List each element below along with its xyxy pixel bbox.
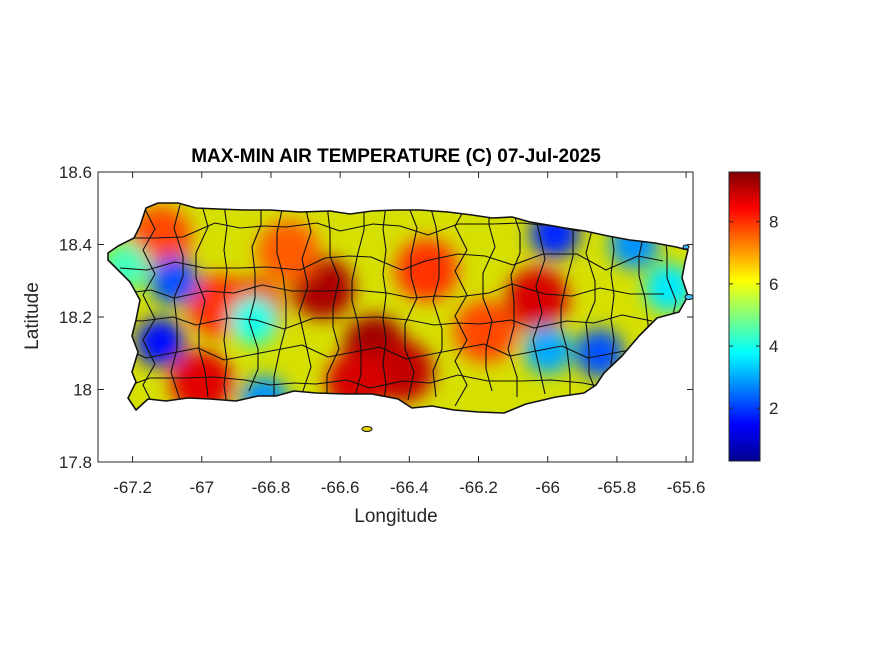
municipality-border [382, 204, 387, 410]
municipality-border [223, 204, 228, 407]
x-axis-label: Longitude [354, 506, 437, 527]
municipality-border [326, 204, 340, 400]
municipality-border [560, 204, 574, 400]
municipality-border [585, 205, 599, 398]
small-island [682, 244, 690, 250]
municipality-border [507, 204, 521, 397]
y-tick-label: 18.6 [59, 163, 92, 182]
field-point [454, 300, 517, 363]
municipality-border [119, 343, 667, 361]
field-point [149, 256, 199, 305]
x-tick-label: -67.2 [113, 478, 152, 497]
municipality-border [298, 204, 312, 395]
municipality-border [351, 205, 365, 398]
field-point [523, 325, 572, 374]
colorbar-tick-label: 2 [769, 399, 778, 418]
field-point [506, 267, 569, 331]
x-tick-label: -66 [535, 478, 560, 497]
y-tick-label: 17.8 [59, 453, 92, 472]
municipality-border [119, 283, 664, 299]
colorbar [728, 171, 761, 462]
municipality-border [119, 253, 664, 271]
municipality-border [170, 204, 184, 401]
municipality-border [142, 204, 156, 410]
x-tick-label: -66.8 [252, 478, 291, 497]
x-tick-label: -65.6 [667, 478, 706, 497]
x-tick-label: -66.4 [390, 478, 429, 497]
municipality-border [195, 204, 209, 398]
x-tick-label: -67 [189, 478, 214, 497]
small-island [684, 294, 694, 300]
chart-title: MAX-MIN AIR TEMPERATURE (C) 07-Jul-2025 [191, 146, 601, 167]
y-axis-label: Latitude [22, 282, 43, 350]
field-point [395, 238, 458, 302]
field-point [229, 296, 278, 345]
municipality-border [404, 204, 418, 401]
colorbar-tick-label: 4 [769, 337, 778, 356]
x-axis: -67.2 -67 -66.8 -66.6 -66.4 -66.2 -66 -65.8 -65.… [113, 172, 705, 497]
field-point [644, 263, 688, 313]
colorbar-ticks: 2 4 6 8 [729, 213, 778, 418]
y-tick-label: 18 [73, 381, 92, 400]
colorbar-tick-label: 6 [769, 275, 778, 294]
municipality-border [532, 204, 546, 395]
municipality-border [248, 205, 262, 392]
y-axis: 17.8 18 18.2 18.4 18.6 [59, 163, 693, 472]
municipality-border [429, 204, 443, 398]
x-tick-label: -66.2 [459, 478, 498, 497]
small-islands [361, 244, 694, 432]
x-tick-label: -65.8 [598, 478, 637, 497]
y-tick-label: 18.2 [59, 308, 92, 327]
municipality-border [454, 204, 468, 407]
x-tick-label: -66.6 [321, 478, 360, 497]
colorbar-tick-label: 8 [769, 213, 778, 232]
municipality-border [482, 205, 496, 392]
small-island [361, 426, 373, 432]
y-tick-label: 18.4 [59, 236, 92, 255]
municipality-border [273, 204, 287, 397]
island-coastline [107, 202, 689, 414]
